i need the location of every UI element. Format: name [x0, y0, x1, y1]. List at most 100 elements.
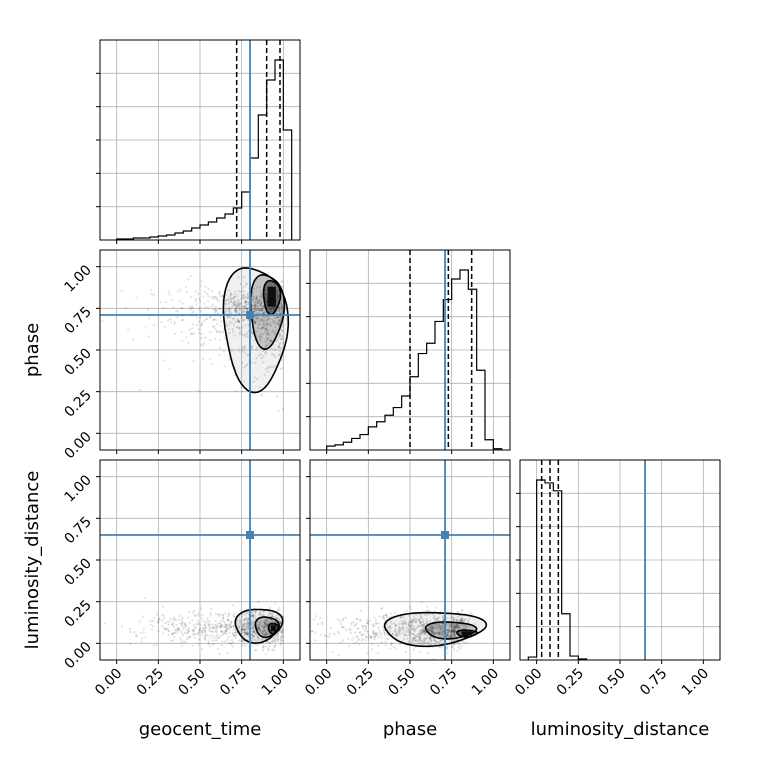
sample-point	[235, 634, 238, 637]
sample-point	[163, 627, 166, 631]
sample-point	[197, 328, 200, 331]
sample-point	[278, 318, 281, 322]
sample-point	[468, 617, 471, 620]
sample-point	[223, 337, 226, 340]
sample-point	[244, 324, 247, 327]
sample-point	[233, 612, 236, 615]
sample-point	[459, 618, 462, 622]
y-tick-label: 0.00	[61, 429, 94, 462]
sample-point	[273, 308, 276, 311]
sample-point	[232, 296, 235, 299]
sample-point	[225, 629, 228, 633]
sample-point	[449, 617, 452, 620]
sample-point	[236, 622, 239, 626]
sample-point	[211, 297, 214, 300]
sample-point	[432, 626, 436, 629]
sample-point	[261, 309, 264, 312]
sample-point	[274, 325, 277, 329]
sample-point	[438, 632, 441, 635]
sample-point	[226, 627, 229, 631]
sample-point	[253, 635, 256, 638]
sample-point	[274, 640, 277, 644]
sample-point	[242, 293, 246, 296]
sample-point	[228, 631, 231, 635]
sample-point	[384, 614, 387, 617]
sample-point	[415, 626, 418, 629]
sample-point	[269, 308, 272, 311]
sample-point	[210, 623, 213, 626]
sample-point	[355, 617, 358, 621]
sample-point	[188, 626, 191, 630]
joint-panel-phase-vs-luminosity-distance: 0.00 0.25 0.50 0.75 1.00	[302, 459, 511, 699]
sample-point	[191, 323, 194, 326]
sample-point	[445, 622, 448, 626]
sample-point	[280, 305, 283, 308]
sample-point	[348, 627, 351, 631]
sample-point	[276, 633, 280, 636]
sample-point	[234, 636, 237, 640]
sample-point	[177, 627, 180, 630]
sample-point	[204, 621, 207, 624]
sample-point	[242, 623, 245, 627]
sample-point	[204, 629, 207, 633]
sample-point	[168, 368, 171, 371]
sample-point	[345, 629, 348, 632]
sample-point	[421, 627, 424, 631]
sample-point	[240, 629, 243, 633]
sample-point	[434, 633, 437, 636]
sample-point	[213, 311, 216, 314]
sample-point	[259, 630, 262, 633]
sample-point	[381, 607, 384, 610]
sample-point	[242, 305, 245, 308]
sample-point	[456, 624, 459, 627]
sample-point	[419, 635, 422, 638]
sample-point	[277, 345, 280, 349]
sample-point	[385, 614, 388, 617]
sample-point	[243, 318, 246, 321]
sample-point	[194, 290, 197, 293]
sample-point	[417, 636, 420, 639]
sample-point	[412, 636, 415, 640]
sample-point	[256, 644, 259, 647]
sample-point	[430, 626, 433, 629]
sample-point	[274, 616, 277, 619]
sample-point	[409, 607, 412, 610]
sample-point	[240, 616, 243, 619]
sample-point	[373, 632, 376, 635]
sample-point	[279, 311, 282, 315]
sample-point	[265, 623, 268, 626]
sample-point	[430, 629, 433, 633]
sample-point	[416, 639, 420, 642]
sample-point	[208, 316, 212, 319]
sample-point	[149, 623, 152, 626]
contour-line	[267, 622, 280, 635]
sample-point	[459, 647, 462, 650]
sample-point	[275, 634, 278, 637]
sample-point	[280, 304, 283, 307]
sample-point	[208, 358, 211, 361]
sample-point	[255, 297, 258, 300]
sample-point	[412, 637, 416, 640]
sample-point	[430, 627, 433, 631]
sample-point	[210, 630, 214, 633]
sample-point	[450, 631, 453, 634]
sample-point	[261, 646, 265, 649]
sample-point	[241, 626, 244, 629]
sample-point	[459, 619, 462, 622]
sample-point	[255, 308, 258, 312]
sample-point	[372, 630, 376, 634]
sample-point	[242, 631, 245, 634]
sample-point	[238, 625, 241, 628]
sample-point	[167, 633, 170, 636]
sample-point	[342, 639, 345, 642]
sample-point	[276, 321, 279, 324]
sample-point	[185, 632, 188, 635]
sample-point	[251, 637, 254, 640]
sample-point	[251, 332, 254, 335]
sample-point	[254, 321, 257, 324]
sample-point	[230, 297, 233, 300]
sample-point	[373, 634, 376, 638]
sample-point	[267, 632, 270, 636]
sample-point	[364, 629, 367, 632]
sample-point	[426, 605, 429, 608]
